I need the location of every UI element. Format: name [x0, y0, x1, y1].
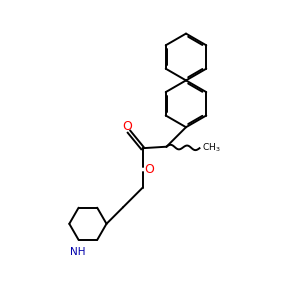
- Text: NH: NH: [70, 247, 86, 256]
- Text: O: O: [123, 120, 132, 133]
- Text: CH$_3$: CH$_3$: [202, 142, 220, 155]
- Text: O: O: [144, 163, 154, 176]
